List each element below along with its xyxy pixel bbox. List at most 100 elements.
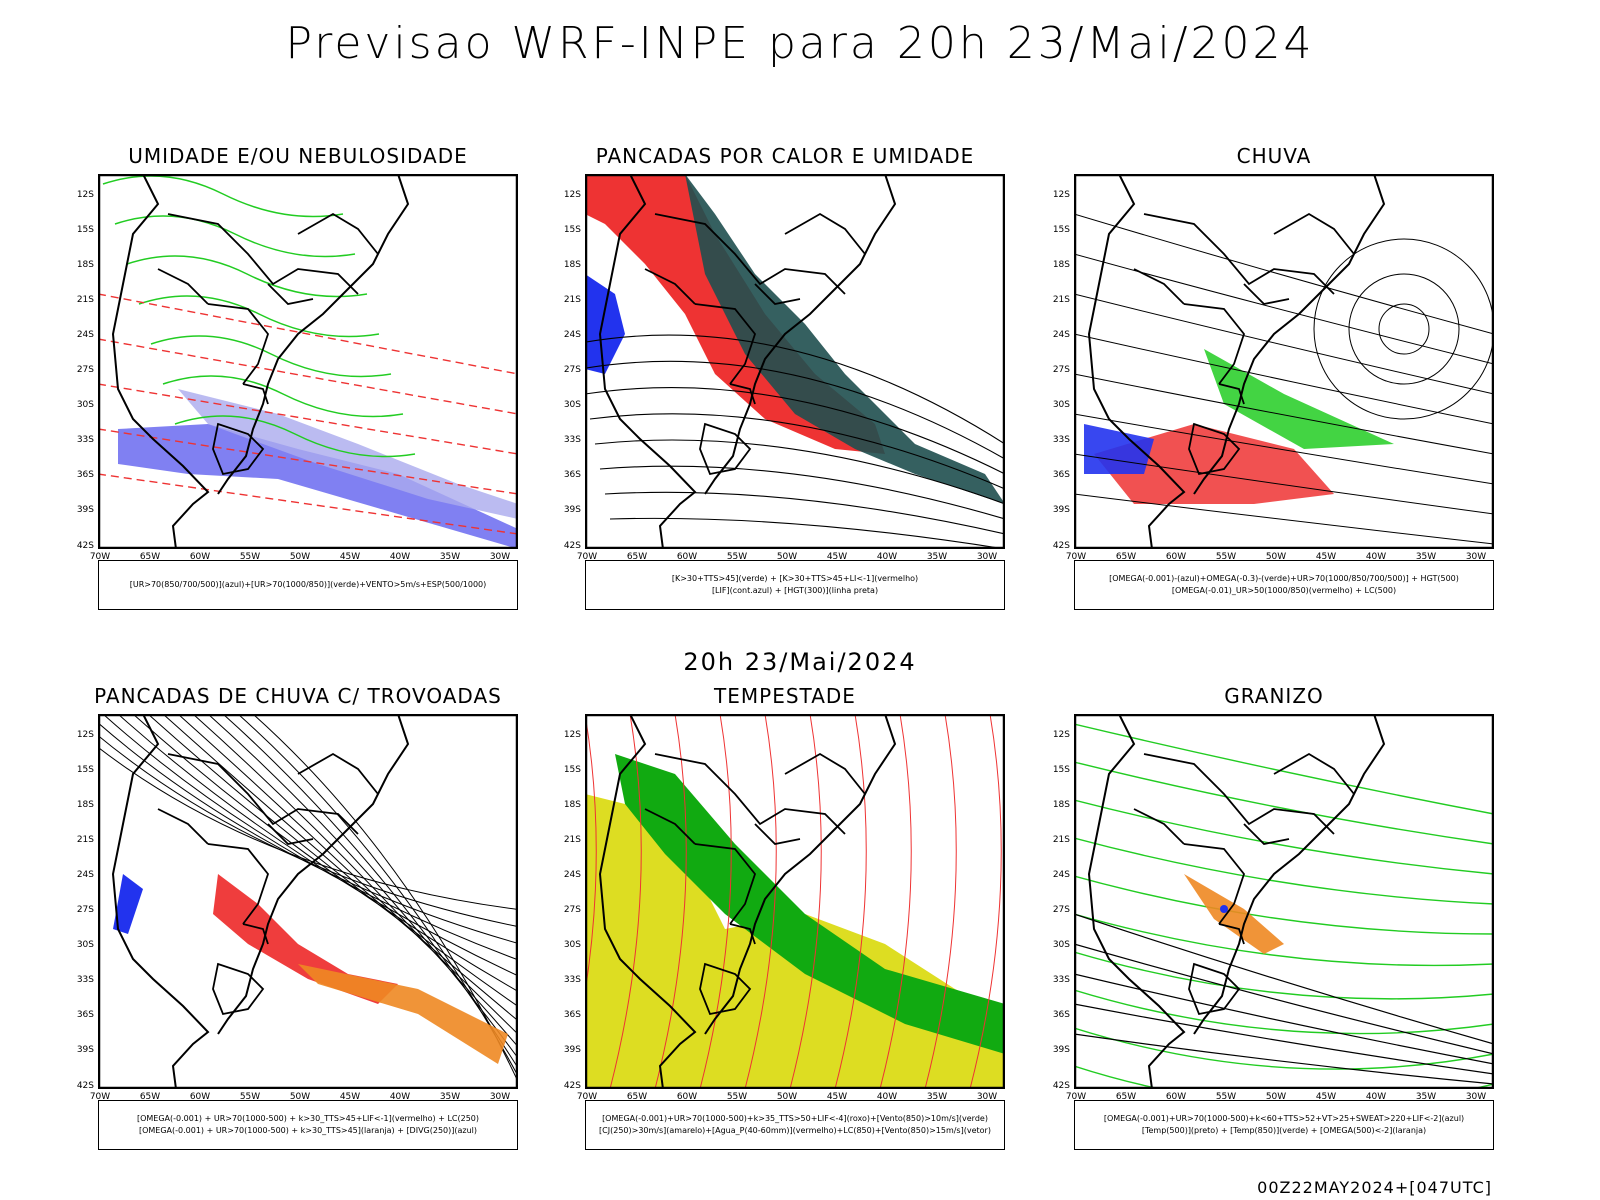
- lat-tick-label: 27S: [563, 365, 581, 375]
- lon-tick-label: 35W: [926, 1092, 948, 1102]
- lat-tick-label: 21S: [1052, 835, 1070, 845]
- map-plot: [585, 174, 1005, 549]
- lat-tick-label: 15S: [563, 765, 581, 775]
- legend-line: [OMEGA(-0.01)_UR>50(1000/850)(vermelho) …: [1171, 586, 1397, 595]
- lon-tick-label: 55W: [726, 552, 748, 562]
- lat-tick-label: 15S: [76, 225, 94, 235]
- legend-line: [OMEGA(-0.001) + UR>70(1000-500) + k>30_…: [136, 1114, 480, 1123]
- lat-tick-label: 18S: [76, 260, 94, 270]
- map-panel-3: CHUVA 12S 15S 18S 21S 24S 27S 30S 33S 36S 39S 42S 70…: [1044, 144, 1504, 624]
- map-area: 12S 15S 18S 21S 24S 27S 30S 33S 36S 39S 42S 70W 65W 6…: [564, 714, 1005, 1102]
- lon-tick-label: 60W: [1165, 1092, 1187, 1102]
- lat-tick-label: 30S: [563, 400, 581, 410]
- legend-box: [K>30+TTS>45](verde) + [K>30+TTS>45+LI<-…: [585, 560, 1005, 610]
- lat-tick-label: 12S: [76, 730, 94, 740]
- valid-time-title: 20h 23/Mai/2024: [683, 648, 917, 676]
- lon-tick-label: 45W: [339, 1092, 361, 1102]
- lat-tick-label: 12S: [563, 730, 581, 740]
- lat-tick-label: 36S: [76, 1010, 94, 1020]
- lat-tick-label: 36S: [1052, 470, 1070, 480]
- lat-tick-label: 18S: [563, 260, 581, 270]
- lon-tick-label: 40W: [389, 552, 411, 562]
- legend-line: [K>30+TTS>45](verde) + [K>30+TTS>45+LI<-…: [671, 574, 919, 583]
- lon-tick-label: 40W: [876, 1092, 898, 1102]
- lat-tick-label: 36S: [76, 470, 94, 480]
- lat-tick-label: 39S: [76, 1045, 94, 1055]
- legend-line: [Temp(500)](preto) + [Temp(850)](verde) …: [1141, 1126, 1427, 1135]
- lat-tick-label: 18S: [1052, 260, 1070, 270]
- lon-tick-label: 50W: [289, 552, 311, 562]
- lon-tick-label: 65W: [626, 552, 648, 562]
- lat-tick-label: 33S: [1052, 435, 1070, 445]
- lon-tick-label: 40W: [876, 552, 898, 562]
- lat-tick-label: 27S: [1052, 365, 1070, 375]
- lat-tick-label: 36S: [1052, 1010, 1070, 1020]
- legend-line: [OMEGA(-0.001)+UR>70(1000-500)+k>35_TTS>…: [602, 1114, 988, 1123]
- lon-tick-label: 70W: [89, 552, 111, 562]
- legend-line: [CJ(250)>30m/s](amarelo)+[Agua_P(40-60mm…: [599, 1126, 991, 1135]
- lon-tick-label: 40W: [1365, 1092, 1387, 1102]
- panel-title: UMIDADE E/OU NEBULOSIDADE: [128, 144, 468, 168]
- lon-tick-label: 40W: [389, 1092, 411, 1102]
- lat-tick-label: 15S: [563, 225, 581, 235]
- map-panel-1: UMIDADE E/OU NEBULOSIDADE 12S 15S 18S 21S 24S…: [68, 144, 528, 624]
- map-area: 12S 15S 18S 21S 24S 27S 30S 33S 36S 39S 42S 70W 65W 6…: [1053, 174, 1494, 562]
- lat-tick-label: 21S: [563, 295, 581, 305]
- map-panel-6: GRANIZO 12S 15S 18S 21S 24S 27S 30S 33S 36S 39S 42S…: [1044, 684, 1504, 1164]
- lat-tick-label: 42S: [1052, 1081, 1070, 1091]
- lon-tick-label: 40W: [1365, 552, 1387, 562]
- panel-title: CHUVA: [1236, 144, 1312, 168]
- lon-tick-label: 35W: [1415, 1092, 1437, 1102]
- lon-tick-label: 65W: [139, 552, 161, 562]
- map-area: 12S 15S 18S 21S 24S 27S 30S 33S 36S 39S 42S 70W 65W 6…: [1053, 714, 1494, 1102]
- lon-tick-label: 30W: [489, 1092, 511, 1102]
- lon-tick-label: 60W: [189, 552, 211, 562]
- panel-title: PANCADAS DE CHUVA C/ TROVOADAS: [94, 684, 502, 708]
- lat-tick-label: 24S: [1052, 330, 1070, 340]
- lat-tick-label: 15S: [1052, 765, 1070, 775]
- map-area: 12S 15S 18S 21S 24S 27S 30S 33S 36S 39S 42S 70W 65W 6…: [564, 174, 1005, 562]
- panel-title: PANCADAS POR CALOR E UMIDADE: [595, 144, 975, 168]
- lon-tick-label: 70W: [1065, 552, 1087, 562]
- lon-tick-label: 30W: [1465, 552, 1487, 562]
- legend-box: [OMEGA(-0.001)+UR>70(1000-500)+k<60+TTS>…: [1074, 1100, 1494, 1150]
- lon-tick-label: 60W: [189, 1092, 211, 1102]
- lon-tick-label: 50W: [1265, 552, 1287, 562]
- lat-tick-label: 42S: [563, 1081, 581, 1091]
- lon-tick-label: 45W: [826, 1092, 848, 1102]
- lon-tick-label: 65W: [1115, 552, 1137, 562]
- lon-tick-label: 45W: [339, 552, 361, 562]
- lon-tick-label: 55W: [726, 1092, 748, 1102]
- lat-tick-label: 42S: [1052, 541, 1070, 551]
- lat-tick-label: 18S: [563, 800, 581, 810]
- lon-tick-label: 55W: [239, 552, 261, 562]
- lat-tick-label: 27S: [563, 905, 581, 915]
- lat-tick-label: 15S: [1052, 225, 1070, 235]
- lat-tick-label: 12S: [76, 190, 94, 200]
- lat-tick-label: 39S: [76, 505, 94, 515]
- lon-tick-label: 45W: [1315, 1092, 1337, 1102]
- legend-line: [UR>70(850/700/500)](azul)+[UR>70(1000/8…: [129, 580, 487, 589]
- lon-tick-label: 35W: [439, 552, 461, 562]
- lat-tick-label: 39S: [563, 1045, 581, 1055]
- lat-tick-label: 30S: [76, 400, 94, 410]
- lon-tick-label: 30W: [1465, 1092, 1487, 1102]
- lon-tick-label: 65W: [626, 1092, 648, 1102]
- lat-tick-label: 12S: [1052, 730, 1070, 740]
- map-plot: [98, 174, 518, 549]
- lon-tick-label: 60W: [676, 552, 698, 562]
- lon-tick-label: 60W: [676, 1092, 698, 1102]
- lat-tick-label: 24S: [76, 330, 94, 340]
- lon-tick-label: 55W: [239, 1092, 261, 1102]
- lat-tick-label: 39S: [1052, 1045, 1070, 1055]
- lat-tick-label: 42S: [76, 1081, 94, 1091]
- lon-tick-label: 55W: [1215, 552, 1237, 562]
- lon-tick-label: 65W: [139, 1092, 161, 1102]
- legend-box: [OMEGA(-0.001) + UR>70(1000-500) + k>30_…: [98, 1100, 518, 1150]
- lat-tick-label: 21S: [1052, 295, 1070, 305]
- map-plot: [585, 714, 1005, 1089]
- map-plot: [1074, 174, 1494, 549]
- map-plot: [1074, 714, 1494, 1089]
- lat-tick-label: 24S: [563, 870, 581, 880]
- lat-tick-label: 39S: [1052, 505, 1070, 515]
